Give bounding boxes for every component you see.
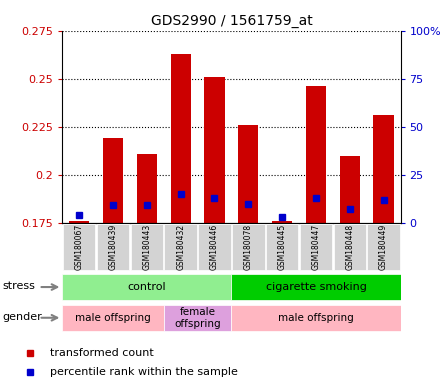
Text: cigarette smoking: cigarette smoking [266,282,366,292]
Text: stress: stress [2,281,35,291]
Bar [231,274,400,300]
Text: transformed count: transformed count [50,348,154,358]
Text: GSM180439: GSM180439 [109,223,117,270]
Text: male offspring: male offspring [278,313,354,323]
Bar [103,138,123,223]
Bar [238,125,259,223]
Bar [334,223,366,270]
Text: GSM180447: GSM180447 [312,223,320,270]
Bar [62,305,164,331]
Bar [373,115,394,223]
Bar [97,223,129,270]
Bar [165,223,197,270]
Bar [170,54,191,223]
Text: GSM180449: GSM180449 [379,223,388,270]
Text: female
offspring: female offspring [174,307,221,329]
Text: percentile rank within the sample: percentile rank within the sample [50,367,238,377]
Bar [266,223,298,270]
Bar [340,156,360,223]
Bar [204,77,225,223]
Bar [232,223,264,270]
Bar [69,221,89,223]
Text: GSM180446: GSM180446 [210,223,219,270]
Bar [368,223,400,270]
Bar [131,223,163,270]
Text: GSM180078: GSM180078 [244,223,253,270]
Bar [300,223,332,270]
Text: GSM180443: GSM180443 [142,223,151,270]
Text: control: control [128,282,166,292]
Bar [231,305,400,331]
Text: GSM180432: GSM180432 [176,223,185,270]
Text: GSM180448: GSM180448 [345,223,354,270]
Title: GDS2990 / 1561759_at: GDS2990 / 1561759_at [150,14,312,28]
Bar [306,86,326,223]
Bar [63,223,95,270]
Text: GSM180445: GSM180445 [278,223,287,270]
Bar [164,305,231,331]
Text: gender: gender [2,312,42,322]
Text: male offspring: male offspring [75,313,151,323]
Bar [137,154,157,223]
Bar [198,223,231,270]
Bar [62,274,231,300]
Text: GSM180067: GSM180067 [75,223,84,270]
Bar [272,221,292,223]
